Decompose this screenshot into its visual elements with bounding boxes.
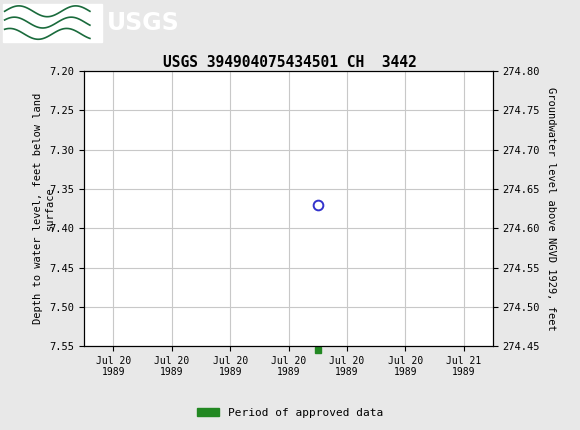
- Text: USGS: USGS: [107, 11, 180, 34]
- Text: USGS 394904075434501 CH  3442: USGS 394904075434501 CH 3442: [163, 55, 417, 70]
- Legend: Period of approved data: Period of approved data: [193, 403, 387, 422]
- FancyBboxPatch shape: [3, 3, 102, 42]
- Y-axis label: Groundwater level above NGVD 1929, feet: Groundwater level above NGVD 1929, feet: [546, 87, 556, 330]
- Y-axis label: Depth to water level, feet below land
surface: Depth to water level, feet below land su…: [33, 93, 55, 324]
